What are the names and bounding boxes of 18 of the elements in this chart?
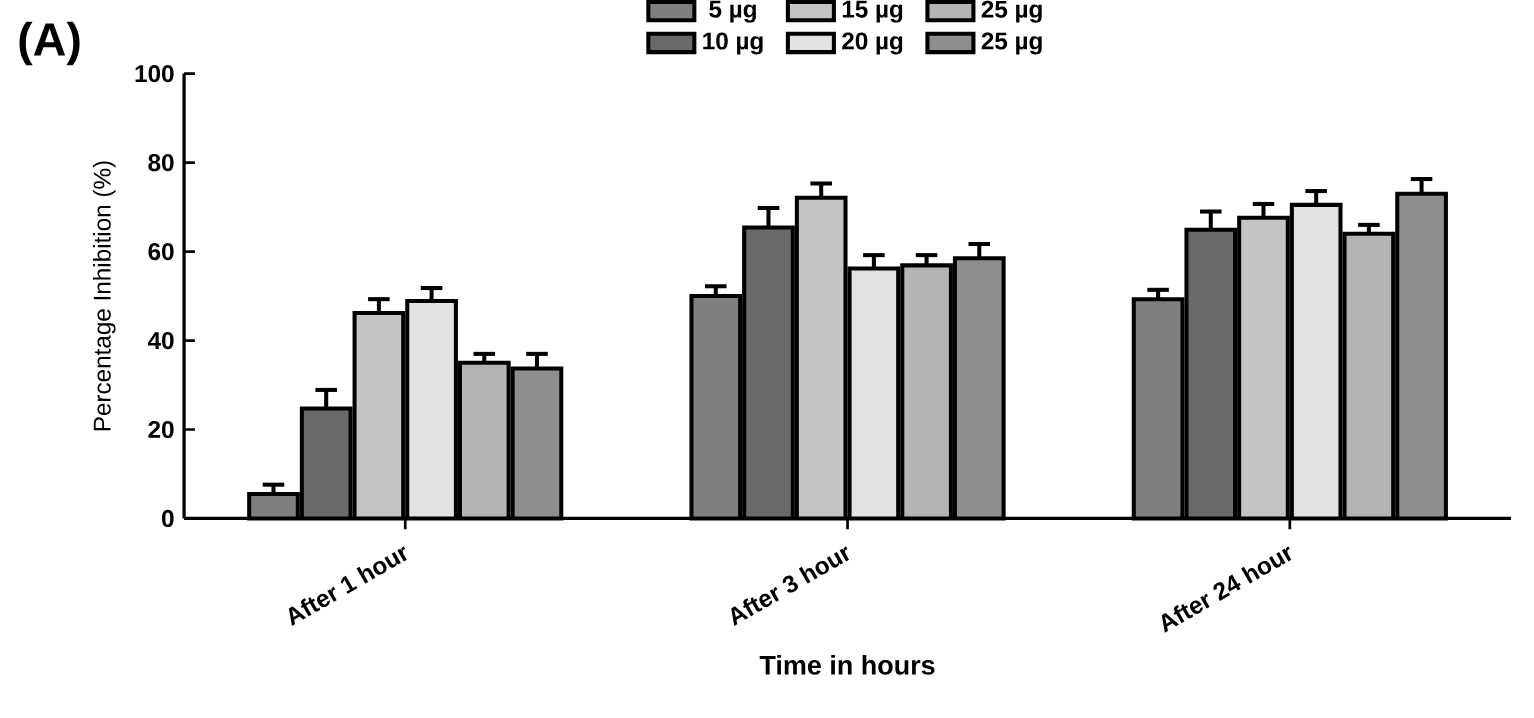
x-tick-label: After 3 hour <box>731 546 849 626</box>
legend-label: 25 µg <box>981 32 1042 55</box>
legend-label: 15 µg <box>842 0 903 23</box>
y-axis-title: Percentage Inhibition (%) <box>92 161 116 431</box>
y-tick-label: 80 <box>148 154 174 172</box>
y-tick-label: 100 <box>135 65 174 83</box>
y-tick-label: 0 <box>162 509 174 528</box>
y-tick-label: 20 <box>148 420 174 439</box>
legend-label: 10 µg <box>703 32 763 55</box>
x-tick-label: After 24 hour <box>1161 546 1292 633</box>
y-tick-label: 40 <box>147 331 174 350</box>
y-tick-label: 60 <box>148 243 174 261</box>
text: (A) <box>19 21 80 66</box>
x-tick-label: After 1 hour <box>288 546 407 626</box>
x-axis-title: Time in hours <box>759 655 935 675</box>
legend-label: 5 µg <box>709 0 756 23</box>
legend-label: 20 µg <box>842 32 903 55</box>
legend-label: 25 µg <box>981 0 1042 23</box>
